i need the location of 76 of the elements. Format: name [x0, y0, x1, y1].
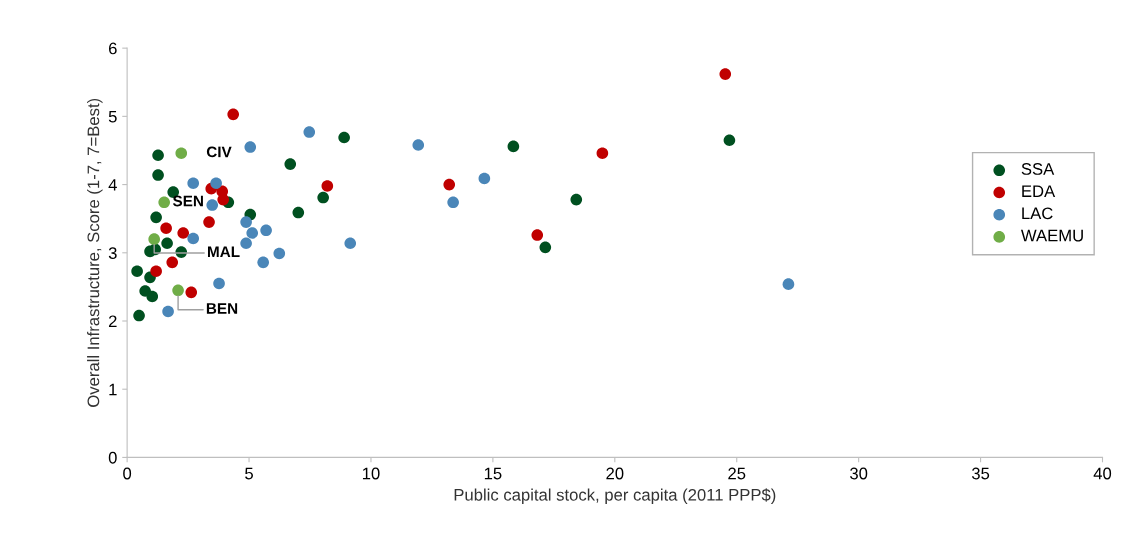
point	[177, 227, 190, 239]
legend-label: EDA	[1022, 185, 1056, 197]
x-tick-label: 40	[1093, 467, 1112, 480]
legend-label: SSA	[1021, 163, 1055, 175]
point	[166, 256, 179, 269]
point	[344, 237, 357, 250]
point	[260, 224, 272, 237]
point	[148, 233, 160, 245]
x-tick-label: 5	[245, 467, 253, 480]
x-tick-label: 25	[728, 467, 746, 480]
point	[240, 216, 252, 228]
annotation: BEN	[206, 303, 238, 314]
point	[321, 180, 334, 192]
point	[244, 141, 257, 153]
point	[175, 147, 188, 160]
y-tick-label: 3	[108, 247, 117, 259]
point	[782, 278, 795, 290]
point	[187, 177, 200, 190]
y-tick-label: 1	[109, 383, 117, 396]
point	[596, 147, 609, 160]
point	[172, 284, 184, 297]
x-axis-title: Public capital stock, per capita (2011 PPP$)	[454, 488, 776, 505]
point	[187, 232, 200, 245]
point	[150, 265, 162, 278]
y-tick-label: 5	[108, 110, 117, 123]
point	[131, 265, 143, 278]
point	[203, 216, 215, 228]
y-tick-label: 2	[108, 315, 117, 328]
point	[447, 196, 459, 209]
point	[240, 237, 252, 250]
point	[206, 199, 219, 211]
y-tick-label: 4	[108, 179, 117, 191]
point	[303, 126, 316, 138]
point	[161, 237, 173, 250]
point	[162, 305, 174, 318]
x-tick-label: 20	[606, 467, 624, 480]
point	[317, 191, 329, 204]
point	[443, 178, 456, 191]
annotation: CIV	[206, 146, 232, 158]
point	[246, 227, 259, 239]
point	[152, 169, 164, 181]
point	[292, 206, 305, 219]
point	[338, 131, 350, 144]
y-axis-title: Overall Infrastructure, Score (1-7, 7=Best)	[87, 98, 103, 407]
point	[507, 140, 520, 153]
point	[723, 134, 736, 147]
point	[213, 277, 225, 290]
x-tick-label: 15	[484, 467, 502, 480]
point	[152, 149, 164, 162]
point	[158, 196, 170, 209]
x-tick-label: 35	[971, 467, 990, 480]
legend-label: WAEMU	[1020, 229, 1083, 242]
point	[719, 68, 732, 80]
y-tick-label: 0	[108, 451, 117, 464]
point	[478, 172, 491, 185]
point	[185, 286, 198, 299]
annotation: SEN	[172, 195, 203, 207]
point	[531, 229, 544, 241]
point	[412, 139, 425, 151]
point	[284, 158, 297, 170]
legend-label: LAC	[1022, 207, 1053, 220]
point	[133, 309, 145, 322]
y-tick-label: 6	[108, 42, 117, 55]
point	[257, 256, 269, 269]
x-tick-label: 0	[123, 467, 132, 480]
point	[210, 177, 222, 190]
annotation: MAL	[207, 246, 240, 257]
point	[273, 247, 286, 260]
point	[570, 193, 583, 206]
point	[227, 108, 240, 121]
x-tick-label: 30	[850, 467, 868, 480]
point	[160, 222, 172, 235]
point	[539, 241, 552, 254]
point	[146, 290, 159, 303]
x-tick-label: 10	[362, 467, 380, 480]
point	[150, 211, 162, 224]
